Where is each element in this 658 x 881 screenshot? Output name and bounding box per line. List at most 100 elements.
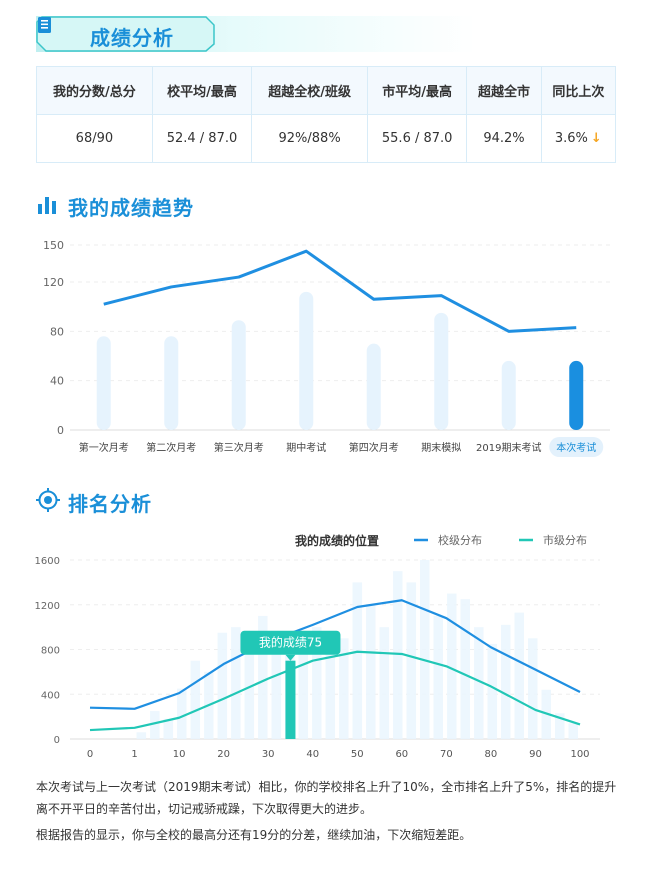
score-bar bbox=[366, 343, 381, 430]
x-tick-label: 30 bbox=[262, 749, 275, 760]
table-header-cell: 同比上次 bbox=[540, 66, 617, 115]
x-tick-label: 第二次月考 bbox=[146, 441, 196, 454]
distribution-bar bbox=[244, 649, 255, 739]
distribution-bar bbox=[568, 723, 578, 739]
y-tick-label: 40 bbox=[50, 375, 64, 388]
trend-section-label: 我的成绩趋势 bbox=[68, 196, 194, 220]
y-tick-label: 800 bbox=[41, 646, 60, 657]
my-score-callout bbox=[240, 630, 341, 655]
x-tick-label: 20 bbox=[217, 749, 230, 760]
distribution-bar bbox=[325, 632, 336, 739]
distribution-bar bbox=[487, 643, 498, 739]
table-row: 68/90 52.4 / 87.0 92%/88% 55.6 / 87.0 94… bbox=[36, 114, 617, 163]
x-tick-label: 1 bbox=[131, 749, 137, 760]
header-banner: 成绩分析 bbox=[36, 16, 215, 52]
distribution-bar bbox=[217, 632, 228, 739]
score-bar bbox=[299, 291, 314, 430]
bar-chart-icon bbox=[38, 197, 56, 214]
current-exam-bar bbox=[569, 360, 584, 430]
distribution-bar bbox=[352, 582, 363, 739]
rank-section-label: 排名分析 bbox=[68, 492, 152, 516]
x-tick-label: 80 bbox=[485, 749, 498, 760]
banner-shape bbox=[36, 16, 215, 52]
distribution-bar bbox=[474, 627, 484, 739]
distribution-line bbox=[89, 599, 581, 710]
x-tick-label: 60 bbox=[395, 749, 408, 760]
legend-label: 校级分布 bbox=[438, 533, 482, 547]
x-tick-label: 第三次月考 bbox=[214, 441, 264, 454]
x-tick-label: 70 bbox=[440, 749, 453, 760]
current-exam-tag bbox=[549, 437, 604, 457]
distribution-bar bbox=[339, 638, 349, 739]
y-tick-label: 0 bbox=[57, 424, 64, 437]
x-tick-label: 第四次月考 bbox=[349, 441, 399, 454]
distribution-bar bbox=[258, 615, 268, 739]
chart-title: 我的成绩的位置 bbox=[295, 533, 379, 548]
table-header-cell: 我的分数/总分 bbox=[36, 66, 153, 115]
analysis-paragraph: 本次考试与上一次考试（2019期末考试）相比，你的学校排名上升了10%，全市排名… bbox=[36, 780, 617, 816]
table-header-row: 我的分数/总分 校平均/最高 超越全校/班级 市平均/最高 超越全市 同比上次 bbox=[36, 66, 617, 115]
score-trend-line bbox=[103, 249, 577, 333]
score-bar bbox=[96, 336, 111, 430]
arrow-down-icon: ↓ bbox=[590, 131, 602, 146]
y-tick-label: 0 bbox=[54, 735, 60, 746]
y-tick-label: 1200 bbox=[35, 601, 60, 612]
x-tick-label: 90 bbox=[529, 749, 542, 760]
x-tick-label: 50 bbox=[351, 749, 364, 760]
distribution-bar bbox=[433, 615, 444, 739]
distribution-bar bbox=[379, 627, 390, 739]
page-title: 成绩分析 bbox=[90, 26, 174, 50]
y-tick-label: 400 bbox=[41, 690, 60, 701]
distribution-bar bbox=[501, 624, 511, 739]
x-tick-label: 期末模拟 bbox=[421, 441, 461, 454]
distribution-line bbox=[89, 650, 581, 732]
table-header-cell: 校平均/最高 bbox=[151, 66, 253, 115]
table-cell: 94.2% bbox=[466, 114, 542, 163]
x-tick-label: 期中考试 bbox=[286, 441, 326, 454]
table-cell: 92%/88% bbox=[251, 114, 368, 163]
table-header-cell: 超越全校/班级 bbox=[251, 66, 368, 115]
distribution-bar bbox=[136, 732, 147, 739]
distribution-bar bbox=[406, 582, 417, 739]
distribution-bar bbox=[447, 593, 457, 739]
table-header-cell: 市平均/最高 bbox=[366, 66, 468, 115]
distribution-bar bbox=[298, 643, 309, 739]
table-cell: 52.4 / 87.0 bbox=[151, 114, 253, 163]
table-cell: 68/90 bbox=[36, 114, 153, 163]
distribution-bar bbox=[190, 660, 201, 739]
distribution-bar bbox=[150, 711, 160, 739]
x-tick-label: 100 bbox=[570, 749, 589, 760]
distribution-bar bbox=[420, 560, 430, 739]
distribution-bar bbox=[528, 638, 538, 739]
distribution-bar bbox=[460, 599, 471, 739]
score-summary-table: 我的分数/总分 校平均/最高 超越全校/班级 市平均/最高 超越全市 同比上次 … bbox=[36, 66, 617, 163]
y-tick-label: 150 bbox=[43, 239, 64, 252]
score-trend-chart: 0 40 80 120 150 第一次月考 第二次月考 第三次月考 期中考试 第四次月考 期末模拟 2… bbox=[43, 239, 610, 457]
x-tick-label: 2019期末考试 bbox=[476, 441, 541, 454]
legend-label: 市级分布 bbox=[543, 533, 587, 547]
table-cell-trend: 3.6% ↓ bbox=[540, 114, 617, 163]
distribution-bar bbox=[555, 713, 565, 739]
distribution-bar bbox=[177, 688, 187, 739]
x-tick-label: 本次考试 bbox=[556, 441, 596, 454]
rank-distribution-chart: 我的成绩的位置 校级分布 市级分布 0 400 800 1200 1600 0 1 10 20 30 40… bbox=[35, 533, 600, 760]
table-cell: 55.6 / 87.0 bbox=[366, 114, 468, 163]
score-bar bbox=[164, 336, 179, 430]
analysis-paragraph: 根据报告的显示，你与全校的最高分还有19分的分差，继续加油，下次缩短差距。 bbox=[36, 828, 472, 842]
y-tick-label: 1600 bbox=[35, 556, 60, 567]
my-score-marker-bar bbox=[285, 660, 296, 739]
distribution-bar bbox=[163, 718, 174, 739]
my-score-label: 我的成绩75 bbox=[259, 635, 322, 650]
distribution-bar bbox=[393, 571, 403, 739]
score-bar bbox=[434, 312, 449, 430]
distribution-bar bbox=[366, 604, 376, 739]
x-tick-label: 40 bbox=[306, 749, 319, 760]
y-tick-label: 80 bbox=[50, 325, 64, 338]
y-tick-label: 120 bbox=[43, 276, 64, 289]
my-score-callout-pointer bbox=[285, 654, 296, 661]
distribution-bar bbox=[312, 627, 322, 739]
distribution-bar bbox=[271, 638, 282, 739]
x-tick-label: 第一次月考 bbox=[79, 441, 129, 454]
distribution-bar bbox=[231, 627, 241, 739]
score-bar bbox=[231, 320, 246, 430]
